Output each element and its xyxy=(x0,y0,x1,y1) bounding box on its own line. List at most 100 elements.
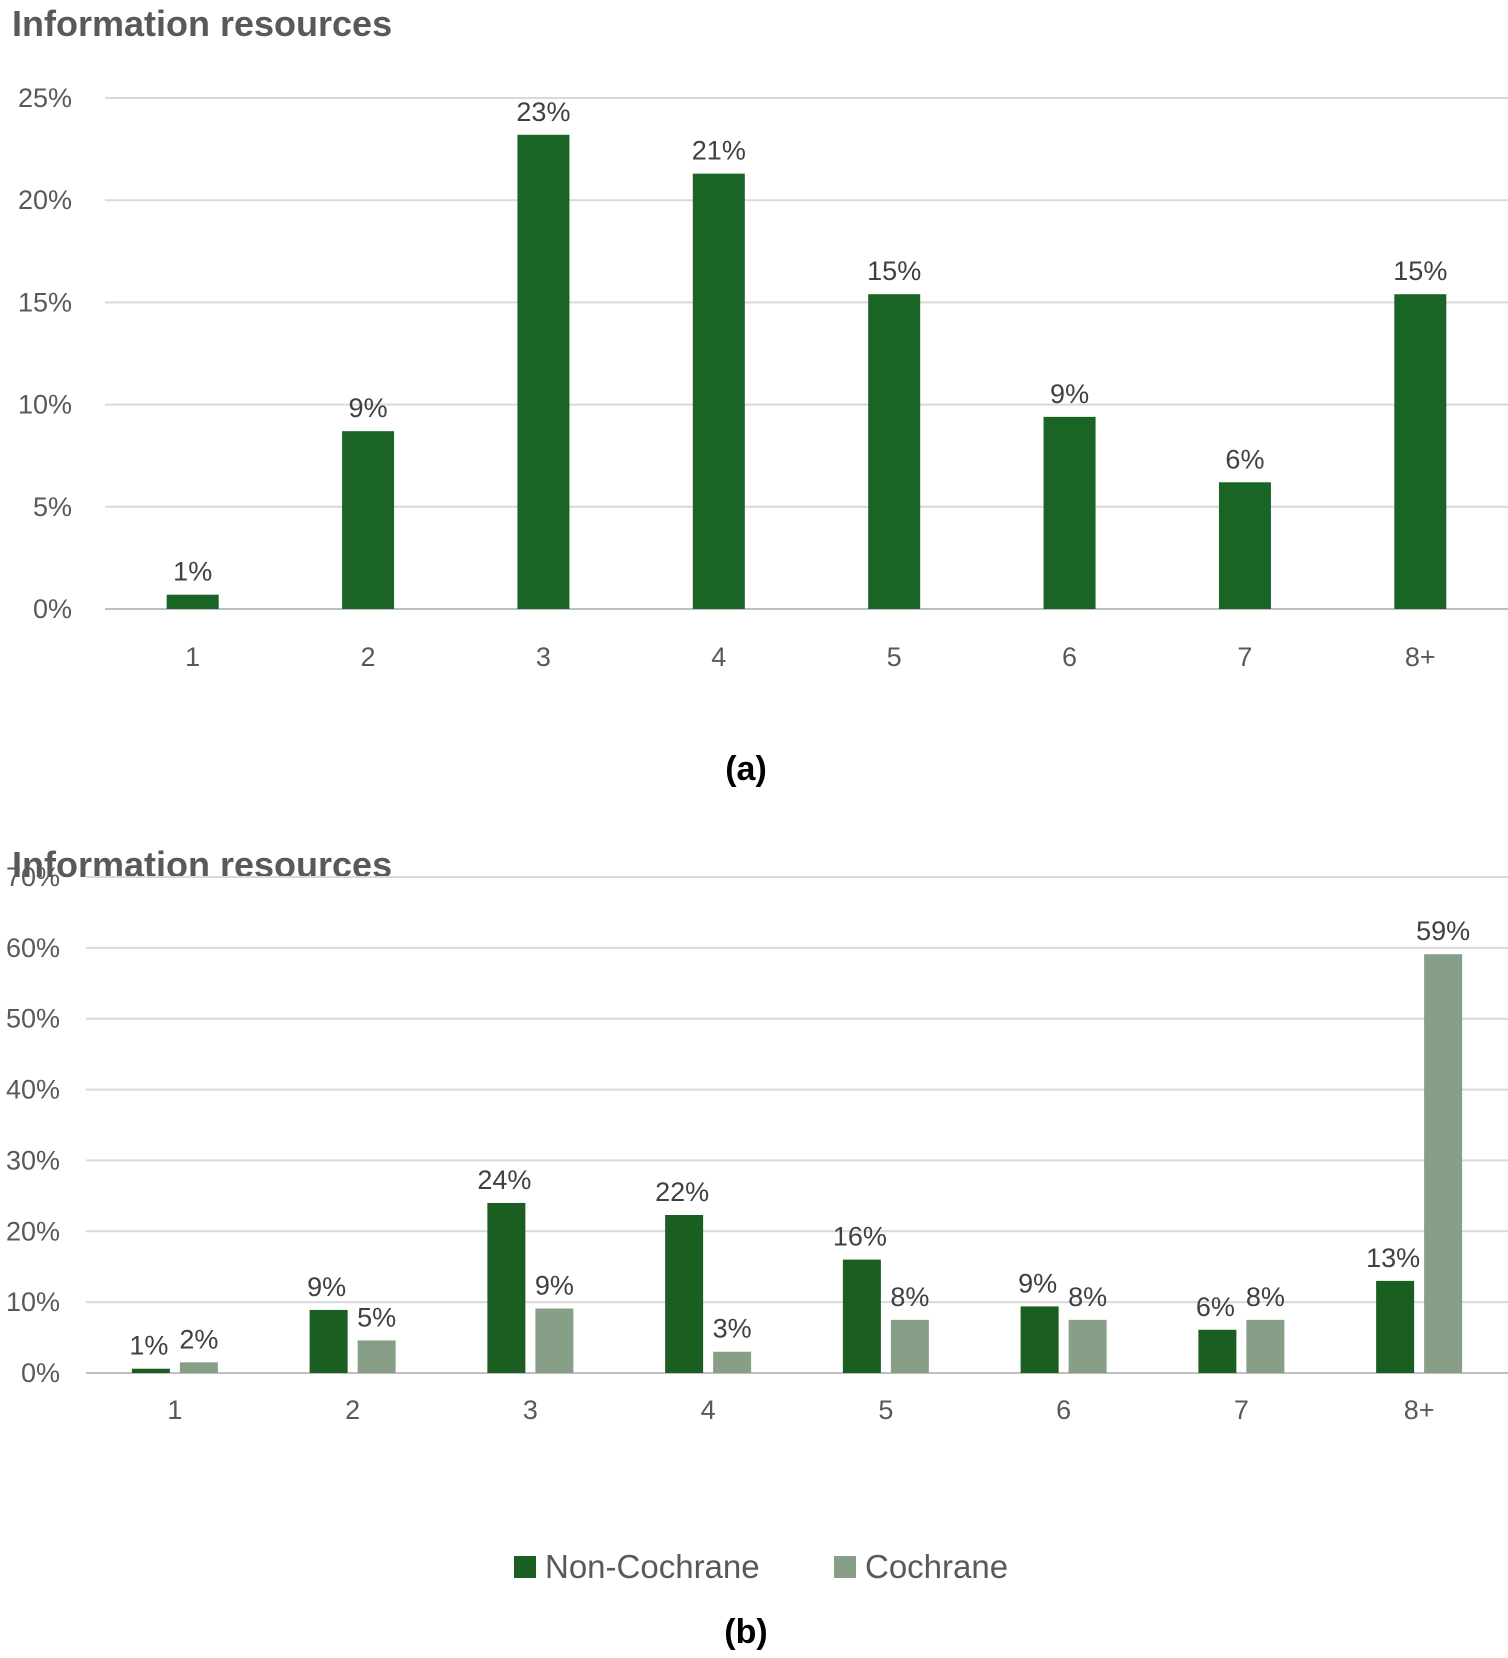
chart-b-x-ticks: 1 2 3 4 5 6 7 8+ xyxy=(167,1395,1434,1425)
bar xyxy=(842,1259,881,1373)
data-label: 9% xyxy=(1018,1268,1057,1298)
y-tick-label: 10% xyxy=(6,1287,60,1317)
x-tick-label: 6 xyxy=(1056,1395,1071,1425)
bar xyxy=(131,1368,170,1373)
x-tick-label: 4 xyxy=(711,642,726,672)
chart-b-caption: (b) xyxy=(724,1613,767,1651)
x-tick-label: 3 xyxy=(536,642,551,672)
bar xyxy=(1068,1319,1107,1373)
data-label: 15% xyxy=(1393,256,1447,286)
legend-label-cochrane: Cochrane xyxy=(865,1548,1008,1585)
y-tick-label: 0% xyxy=(33,594,72,624)
data-label: 6% xyxy=(1225,444,1264,474)
bar xyxy=(713,1351,752,1373)
chart-a-y-ticks: 0% 5% 10% 15% 20% 25% xyxy=(18,83,72,624)
y-tick-label: 5% xyxy=(33,492,72,522)
x-tick-label: 7 xyxy=(1237,642,1252,672)
chart-b-y-ticks: 0% 10% 20% 30% 40% 50% 60% 70% xyxy=(6,862,60,1388)
chart-a-title: Information resources xyxy=(12,3,392,44)
y-tick-label: 50% xyxy=(6,1004,60,1034)
chart-a-gridlines xyxy=(105,97,1508,610)
bar xyxy=(1424,954,1463,1373)
chart-a: Information resources 0% 5% 10% 15% 20% 25% 1… xyxy=(12,3,1508,788)
data-label: 5% xyxy=(357,1302,396,1332)
bar xyxy=(535,1308,574,1373)
legend-swatch-non-cochrane xyxy=(514,1556,536,1578)
data-label: 9% xyxy=(307,1272,346,1302)
bar xyxy=(1218,482,1271,609)
x-tick-label: 2 xyxy=(345,1395,360,1425)
bar xyxy=(1043,416,1096,609)
x-tick-label: 3 xyxy=(523,1395,538,1425)
data-label: 15% xyxy=(867,256,921,286)
data-label: 8% xyxy=(1246,1282,1285,1312)
y-tick-label: 40% xyxy=(6,1075,60,1105)
y-tick-label: 20% xyxy=(6,1216,60,1246)
y-tick-label: 30% xyxy=(6,1145,60,1175)
bar xyxy=(179,1362,218,1373)
data-label: 16% xyxy=(833,1222,887,1252)
bar xyxy=(1246,1319,1285,1373)
data-label: 13% xyxy=(1366,1243,1420,1273)
bar xyxy=(890,1319,929,1373)
x-tick-label: 1 xyxy=(185,642,200,672)
bar xyxy=(309,1309,348,1373)
legend-swatch-cochrane xyxy=(834,1556,856,1578)
bar xyxy=(1198,1329,1237,1373)
data-label: 1% xyxy=(129,1331,168,1361)
data-label: 9% xyxy=(535,1271,574,1301)
y-tick-label: 0% xyxy=(21,1358,60,1388)
chart-a-bars xyxy=(166,134,1447,610)
legend-label-non-cochrane: Non-Cochrane xyxy=(545,1548,760,1585)
y-tick-label: 70% xyxy=(6,862,60,892)
data-label: 8% xyxy=(1068,1282,1107,1312)
chart-a-caption: (a) xyxy=(725,750,767,788)
x-tick-label: 5 xyxy=(887,642,902,672)
y-tick-label: 15% xyxy=(18,287,72,317)
y-tick-label: 10% xyxy=(18,390,72,420)
data-label: 59% xyxy=(1416,916,1470,946)
x-tick-label: 6 xyxy=(1062,642,1077,672)
bar xyxy=(1020,1306,1059,1373)
chart-b-legend: Non-Cochrane Cochrane xyxy=(514,1548,1008,1585)
bar xyxy=(487,1202,526,1373)
data-label: 3% xyxy=(713,1314,752,1344)
bar xyxy=(665,1214,704,1373)
chart-b-gridlines xyxy=(86,876,1508,1374)
x-tick-label: 7 xyxy=(1234,1395,1249,1425)
data-label: 22% xyxy=(655,1177,709,1207)
y-tick-label: 25% xyxy=(18,83,72,113)
data-label: 21% xyxy=(692,136,746,166)
bar xyxy=(357,1340,396,1373)
data-label: 9% xyxy=(349,393,388,423)
bar xyxy=(342,431,395,609)
x-tick-label: 1 xyxy=(167,1395,182,1425)
chart-b: Information resources 0% 10% 20% 30% 40% 50% 6… xyxy=(6,844,1508,1651)
chart-a-data-labels: 1% 9% 23% 21% 15% 9% 6% 15% xyxy=(173,97,1447,587)
bar xyxy=(1376,1280,1415,1373)
data-label: 24% xyxy=(477,1165,531,1195)
data-label: 23% xyxy=(516,97,570,127)
bar xyxy=(1394,294,1447,609)
data-label: 8% xyxy=(890,1282,929,1312)
x-tick-label: 8+ xyxy=(1405,642,1436,672)
chart-b-title: Information resources xyxy=(12,844,392,885)
y-tick-label: 20% xyxy=(18,185,72,215)
data-label: 1% xyxy=(173,557,212,587)
bar xyxy=(692,173,745,610)
chart-b-bars xyxy=(131,954,1463,1373)
x-tick-label: 4 xyxy=(701,1395,716,1425)
bar xyxy=(868,294,921,609)
x-tick-label: 5 xyxy=(878,1395,893,1425)
y-tick-label: 60% xyxy=(6,933,60,963)
bar xyxy=(166,594,219,609)
chart-b-data-labels: 1% 2%9%5%24%9%22%3%16%8% 9% 8% 6% 8%13%59% xyxy=(129,916,1470,1361)
x-tick-label: 8+ xyxy=(1404,1395,1435,1425)
chart-a-x-ticks: 1 2 3 4 5 6 7 8+ xyxy=(185,642,1436,672)
bar xyxy=(517,134,570,610)
x-tick-label: 2 xyxy=(361,642,376,672)
data-label: 9% xyxy=(1050,379,1089,409)
data-label: 6% xyxy=(1196,1292,1235,1322)
data-label: 2% xyxy=(179,1324,218,1354)
